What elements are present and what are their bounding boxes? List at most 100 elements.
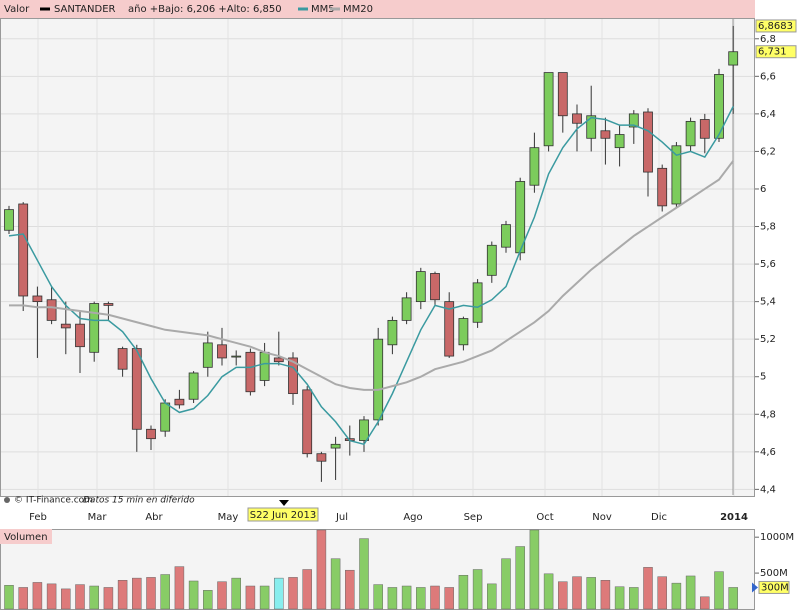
volume-bar	[32, 582, 43, 610]
volume-bar	[515, 546, 525, 610]
volume-bar	[728, 587, 738, 610]
legend-range: año +Bajo: 6,206 +Alto: 6,850	[128, 4, 282, 15]
price-label-box	[755, 45, 797, 59]
x-tick-label: Jul	[335, 512, 348, 523]
volume-bar	[132, 577, 142, 610]
volume-bar	[288, 577, 298, 610]
price-label-box	[755, 19, 797, 33]
volume-title: Volumen	[4, 532, 48, 543]
volume-bar	[529, 529, 540, 610]
x-tick-label: Sep	[464, 512, 483, 523]
legend-series: MM20	[343, 4, 373, 15]
volume-bar	[46, 583, 57, 610]
volume-bar	[643, 567, 653, 610]
volume-bar	[700, 596, 710, 610]
candle-body	[557, 72, 568, 117]
candle-body	[330, 443, 341, 449]
candle-body	[60, 323, 71, 329]
volume-bar	[302, 569, 312, 610]
x-tick-label: Mar	[88, 512, 108, 523]
candle-body	[543, 72, 554, 147]
volume-bar	[373, 584, 383, 610]
y-tick-label: 6,4	[760, 109, 776, 120]
candle-body	[273, 357, 284, 363]
volume-bar	[401, 585, 412, 610]
volume-bar	[217, 581, 227, 610]
volume-bar	[487, 583, 497, 610]
candle-body	[217, 344, 227, 359]
candle-body	[614, 134, 625, 149]
candle-body	[316, 453, 327, 462]
y-tick-label: 4,4	[760, 484, 776, 495]
candle-body	[444, 301, 455, 357]
price-label: 6,731	[758, 47, 787, 58]
candle-body	[4, 209, 14, 231]
candle-body	[728, 51, 739, 66]
candle-body	[628, 113, 639, 128]
x-tick-label: Nov	[592, 512, 612, 523]
candle-body	[18, 203, 29, 297]
y-tick-label: 4,8	[760, 409, 776, 420]
volume-marker	[752, 582, 758, 593]
cursor-arrow	[279, 500, 289, 506]
candle-body	[373, 338, 384, 421]
candle-body	[657, 167, 668, 207]
candle-body	[288, 357, 298, 395]
candle-body	[714, 74, 724, 139]
price-label: 6,8683	[758, 21, 793, 32]
volume-bar	[89, 585, 99, 610]
candle-body	[160, 402, 171, 432]
price-panel	[0, 18, 755, 497]
candle-body	[401, 297, 412, 321]
y-tick-label: 5,6	[760, 259, 776, 270]
volume-bar	[685, 575, 696, 610]
volume-bar	[572, 576, 582, 610]
volume-bar	[231, 577, 241, 610]
candle-body	[46, 299, 57, 321]
volume-bar	[75, 584, 85, 610]
volume-bar	[245, 585, 256, 610]
x-tick-label: Dic	[651, 512, 667, 523]
candle-body	[458, 318, 469, 346]
candle-body	[387, 319, 398, 346]
candle-body	[572, 113, 582, 124]
legend-series: MM5	[311, 4, 335, 15]
candle-body	[501, 224, 511, 248]
candle-body	[685, 120, 696, 147]
candle-body	[146, 428, 156, 440]
candle-body	[117, 348, 128, 370]
volume-bar	[4, 585, 14, 610]
volume-bar	[387, 587, 398, 610]
y-tick-label: 5,4	[760, 297, 776, 308]
volume-bar	[316, 529, 327, 610]
volume-bar	[458, 574, 469, 610]
volume-current-label: 300M	[761, 582, 789, 593]
volume-title-bg	[0, 529, 52, 544]
volume-bar	[501, 558, 511, 610]
volume-bar	[274, 577, 284, 610]
volume-bar	[416, 587, 426, 610]
volume-bar	[330, 558, 341, 610]
volume-current-box	[758, 580, 790, 594]
candle-body	[245, 351, 256, 393]
footer: © IT-Finance.com	[14, 496, 93, 506]
volume-bar	[259, 585, 270, 610]
volume-bar	[103, 587, 114, 610]
moving-average	[8, 106, 734, 446]
candle-body	[188, 372, 199, 400]
candle-body	[103, 303, 114, 306]
candle-body	[671, 145, 682, 205]
y-tick-label: 6,2	[760, 146, 776, 157]
footer-note: Datos 15 min en diferido	[83, 496, 195, 506]
footer-icon	[4, 497, 10, 503]
x-tick-label: Oct	[536, 512, 553, 523]
volume-bar	[117, 580, 128, 610]
volume-bar	[188, 580, 199, 610]
legend-bar	[0, 0, 755, 18]
volume-bar	[614, 586, 625, 610]
y-tick-label: 5,2	[760, 334, 776, 345]
y-tick-label: 6,8	[760, 34, 776, 45]
volume-bar	[146, 577, 156, 610]
x-tick-label: Feb	[29, 512, 47, 523]
cursor-label: S22 Jun 2013	[250, 510, 317, 521]
